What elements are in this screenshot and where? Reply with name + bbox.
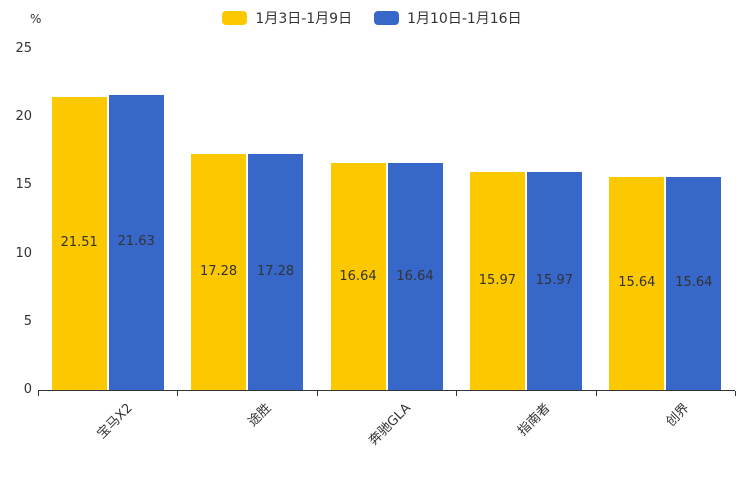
bar-series-1-指南者[interactable]: 15.97 [526, 172, 582, 390]
legend-swatch-icon [374, 11, 400, 25]
bar-value-label: 15.97 [478, 273, 516, 289]
y-tick-label: 15 [15, 177, 32, 193]
x-category-label: 创界 [663, 400, 693, 430]
x-axis-tick [316, 391, 318, 396]
x-category-label: 奔驰GLA [366, 400, 414, 449]
x-axis-tick [177, 391, 179, 396]
y-tick-label: 0 [23, 382, 32, 397]
bar-series-1-宝马X2[interactable]: 21.63 [108, 94, 164, 390]
x-axis-tick [735, 391, 736, 396]
bar-series-0-途胜[interactable]: 17.28 [191, 154, 247, 390]
x-axis-tick [595, 391, 597, 396]
bar-series-1-奔驰GLA[interactable]: 16.64 [387, 163, 443, 390]
bar-value-label: 17.28 [256, 264, 295, 280]
legend-swatch-icon [222, 11, 248, 25]
bar-value-label: 17.28 [199, 264, 238, 280]
bar-series-1-途胜[interactable]: 17.28 [248, 154, 304, 390]
x-axis-tick [456, 391, 458, 396]
y-tick-label: 25 [15, 41, 32, 56]
bar-series-0-奔驰GLA[interactable]: 16.64 [330, 163, 386, 390]
bar-value-label: 15.64 [675, 275, 713, 291]
bar-series-0-宝马X2[interactable]: 21.51 [51, 96, 107, 390]
bar-value-label: 21.63 [117, 234, 155, 250]
bar-value-label: 15.97 [535, 273, 573, 289]
x-axis-tick [38, 391, 39, 396]
bar-series-0-创界[interactable]: 15.64 [609, 176, 665, 390]
chart-legend: 1月3日-1月9日 1月10日-1月16日 [0, 8, 744, 28]
bar-value-label: 16.64 [396, 268, 434, 284]
y-tick-label: 10 [15, 245, 32, 261]
x-category-label: 指南者 [515, 400, 554, 440]
bar-value-label: 16.64 [339, 268, 377, 284]
x-category-label: 途胜 [245, 400, 275, 430]
y-axis-unit-label: % [30, 12, 42, 26]
bar-series-1-创界[interactable]: 15.64 [666, 176, 722, 390]
legend-item-series-0[interactable]: 1月3日-1月9日 [222, 8, 352, 28]
y-tick-label: 5 [23, 313, 32, 329]
legend-label: 1月10日-1月16日 [407, 11, 522, 27]
y-tick-label: 20 [15, 109, 32, 125]
bar-value-label: 15.64 [618, 275, 656, 291]
bar-series-0-指南者[interactable]: 15.97 [469, 172, 525, 390]
x-axis-line [38, 390, 735, 391]
x-category-label: 宝马X2 [93, 400, 136, 442]
legend-label: 1月3日-1月9日 [255, 11, 353, 27]
legend-item-series-1[interactable]: 1月10日-1月16日 [374, 8, 522, 28]
bar-value-label: 21.51 [60, 235, 98, 251]
